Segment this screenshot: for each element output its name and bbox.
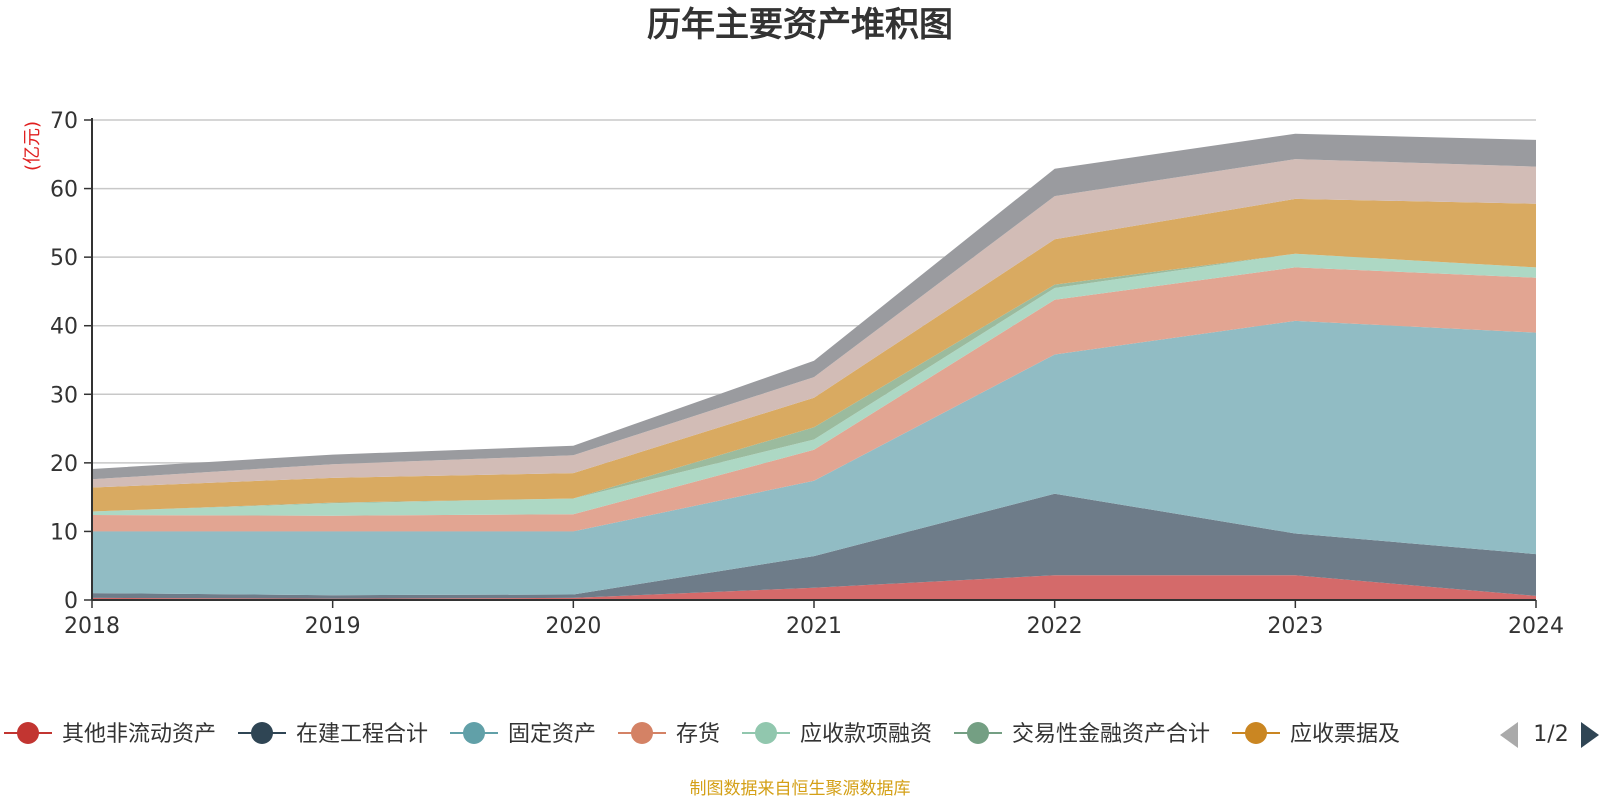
legend: 其他非流动资产 在建工程合计 固定资产 存货 应收款项融资 交易性金融资产合计 应收票据及 1…: [4, 722, 1599, 748]
y-tick-label: 40: [50, 315, 78, 340]
legend-marker: [1245, 722, 1267, 744]
y-tick-label: 0: [64, 589, 78, 614]
legend-label: 固定资产: [508, 722, 596, 747]
legend-item: 应收票据及: [1232, 722, 1400, 747]
legend-prev-arrow-icon[interactable]: [1500, 722, 1518, 748]
chart-title: 历年主要资产堆积图: [647, 5, 953, 45]
legend-page-indicator: 1/2: [1533, 722, 1568, 747]
source-note: 制图数据来自恒生聚源数据库: [690, 779, 911, 799]
x-tick-label: 2018: [64, 614, 120, 639]
x-tick-label: 2020: [545, 614, 601, 639]
legend-marker: [755, 722, 777, 744]
legend-marker: [463, 722, 485, 744]
x-tick-label: 2019: [305, 614, 361, 639]
legend-next-arrow-icon[interactable]: [1581, 722, 1599, 748]
legend-label: 应收款项融资: [800, 722, 932, 747]
x-tick-label: 2021: [786, 614, 842, 639]
legend-label: 在建工程合计: [296, 722, 428, 747]
legend-marker: [17, 722, 39, 744]
legend-item: 在建工程合计: [238, 722, 428, 747]
legend-item: 其他非流动资产: [4, 722, 216, 747]
legend-label: 应收票据及: [1290, 722, 1400, 747]
area-series-group: [92, 133, 1536, 600]
area-series-4: [92, 267, 1536, 532]
x-tick-label: 2022: [1027, 614, 1083, 639]
y-tick-label: 60: [50, 178, 78, 203]
legend-label: 存货: [676, 722, 720, 747]
legend-label: 交易性金融资产合计: [1012, 722, 1210, 747]
legend-item: 应收款项融资: [742, 722, 932, 747]
area-series-8: [92, 159, 1536, 488]
x-tick-label: 2024: [1508, 614, 1564, 639]
y-axis-unit: (亿元): [22, 121, 43, 171]
area-series-7: [92, 198, 1536, 512]
y-tick-label: 50: [50, 246, 78, 271]
area-series-1: [92, 575, 1536, 600]
y-tick-label: 70: [50, 109, 78, 134]
legend-label: 其他非流动资产: [62, 722, 216, 747]
legend-item: 存货: [618, 722, 720, 747]
legend-item: 固定资产: [450, 722, 596, 747]
axes: 0 10 20 30 40 50 60 70 2018 2019 2020 2021 2022 2023 2…: [50, 109, 1564, 639]
legend-pager: 1/2: [1500, 722, 1599, 748]
legend-marker: [251, 722, 273, 744]
area-series-3: [92, 320, 1536, 596]
legend-marker: [631, 722, 653, 744]
y-tick-label: 20: [50, 452, 78, 477]
y-tick-label: 30: [50, 383, 78, 408]
legend-item: 交易性金融资产合计: [954, 722, 1210, 747]
y-tick-label: 10: [50, 520, 78, 545]
legend-marker: [967, 722, 989, 744]
area-series-2: [92, 493, 1536, 599]
x-tick-label: 2023: [1267, 614, 1323, 639]
